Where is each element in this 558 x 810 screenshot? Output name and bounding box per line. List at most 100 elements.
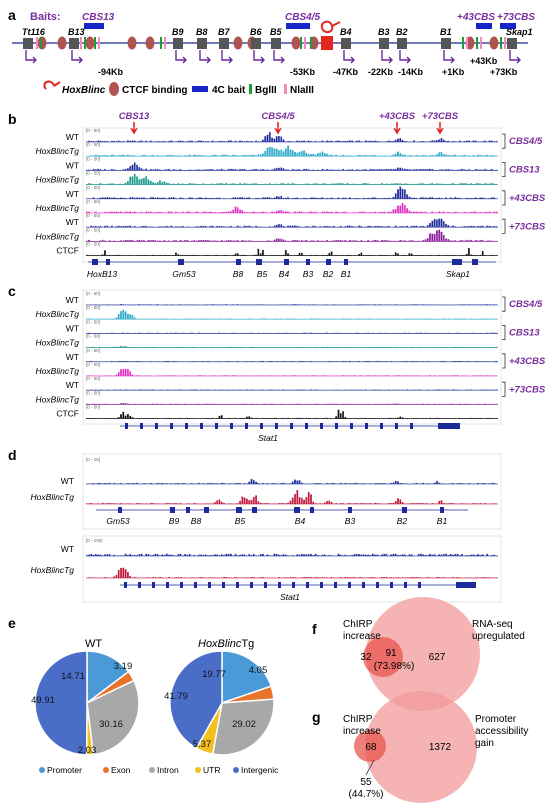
venn-g-overlap: 55: [360, 777, 372, 788]
tss-arrow-icon: [381, 50, 393, 64]
bracket-line: [502, 325, 506, 340]
panel-b-track-label: WT: [66, 132, 79, 142]
panel-d-exon-bottom: [222, 582, 225, 588]
gene-boxes: [23, 38, 521, 64]
panel-c-bracket-label: +43CBS: [509, 356, 546, 367]
legend-entry: Promoter: [47, 765, 82, 775]
gene-box-a: [507, 38, 517, 49]
venn-g-right-label-1: Promoter: [475, 714, 517, 725]
panel-b-track-label: WT: [66, 160, 79, 170]
panel-d-exon-bottom: [138, 582, 141, 588]
panel-d-exon-bottom: [152, 582, 155, 588]
panel-d-exon-bottom: [250, 582, 253, 588]
panel-b-exon: [472, 259, 478, 265]
signal-trace: [85, 553, 498, 557]
ctcf-site-icon: [145, 36, 155, 50]
pie-value-label: 49.91: [31, 695, 55, 706]
ctcf-site-icon: [127, 36, 137, 50]
bglii-site: [310, 37, 312, 49]
panel-d-exon-bottom: [292, 582, 295, 588]
panel-d-gene-label: Gm53: [106, 516, 129, 526]
venn-g-left-only: 68: [365, 742, 377, 753]
panel-c-exon: [320, 423, 323, 429]
panel-b-exon: [344, 259, 348, 265]
bracket-line: [502, 218, 506, 234]
panel-a-letter: a: [8, 7, 16, 23]
panel-d-exon-bottom: [334, 582, 337, 588]
panel-b-exon: [106, 259, 110, 265]
nlaiii-site: [466, 37, 468, 49]
legend-entry: Intron: [157, 765, 179, 775]
bait-bar-cbs45: [286, 23, 310, 29]
panel-b-tracks: WT [0 - 50] HoxBlincTg [0 - 50] WT [0 - 50] Ho…: [36, 128, 498, 256]
dist-43: +43Kb: [470, 56, 498, 66]
legend-dot: [149, 767, 155, 773]
panel-b: b CBS13 CBS4/5 +43CBS +73CBS WT [0 - 50] HoxB…: [8, 111, 546, 279]
panel-c-track-label: CTCF: [56, 409, 79, 419]
panel-b-track-label: HoxBlincTg: [36, 203, 80, 213]
legend-bait-text: 4C bait: [212, 85, 246, 96]
panel-b-exon: [306, 259, 310, 265]
panel-b-track-label: CTCF: [56, 246, 79, 256]
panel-b-exon: [236, 259, 241, 265]
panel-c-track-scale: [0 - 50]: [86, 334, 100, 339]
red-arrow-icon: [274, 122, 282, 135]
panel-c-track-scale: [0 - 50]: [86, 405, 100, 410]
panel-b-bracket-label: CBS4/5: [509, 136, 543, 147]
pie-value-label: 2.03: [78, 745, 97, 756]
tss-arrow-icon: [25, 50, 37, 64]
tss-arrow-icon: [399, 50, 411, 64]
panel-c-exon: [365, 423, 368, 429]
ctcf-site-icon: [291, 36, 301, 50]
panel-d-exon: [236, 507, 242, 513]
venn-f-right-circle: [366, 597, 480, 711]
legend-ctcf-text: CTCF binding: [122, 85, 188, 96]
panel-b-genes: HoxB13 Gm53 B8 B5 B4 B3 B2 B1 Skap1: [87, 259, 496, 279]
bracket-line: [502, 133, 506, 149]
pie-value-label: 14.71: [61, 671, 85, 682]
pie-slice: [211, 698, 275, 756]
bglii-site: [160, 37, 162, 49]
panel-d-gene-label: B1: [437, 516, 448, 526]
venn-f-right-label-2: upregulated: [472, 631, 525, 642]
legend-nlaiii-text: NlaIII: [290, 85, 314, 96]
venn-g-left-label-2: increase: [343, 726, 381, 737]
venn-g-left-label-1: ChIRP: [343, 714, 373, 725]
ctcf-site-icon: [57, 36, 67, 50]
panel-c-exon: [200, 423, 203, 429]
panel-g-letter: g: [312, 709, 321, 725]
panel-d-exon-bottom: [264, 582, 267, 588]
pie-title: WT: [85, 638, 102, 650]
dist-22: -22Kb: [368, 67, 394, 77]
nlaiii-site: [98, 37, 100, 49]
pie-value-label: 4.05: [249, 665, 268, 676]
legend-nlaiii-icon: [284, 84, 287, 94]
panel-c-exon: [305, 423, 308, 429]
panel-d-exon: [440, 507, 444, 513]
panel-b-track-scale: [0 - 50]: [86, 227, 100, 232]
panel-e: e WT 14.71 3.19 30.16 2.03 49.91 HoxBlincTg 19.…: [8, 615, 279, 775]
pie-slice: [86, 679, 140, 756]
venn-g-overlap-pct: (44.7%): [348, 789, 383, 800]
panel-e-letter: e: [8, 615, 16, 631]
panel-d-gene-label: B5: [235, 516, 246, 526]
venn-g-right-circle: [365, 691, 477, 803]
panel-c-exon: [170, 423, 173, 429]
panel-d-exon-bottom: [166, 582, 169, 588]
panel-b-gene-label: Skap1: [446, 269, 470, 279]
panel-c-exon: [335, 423, 338, 429]
panel-b-track-label: WT: [66, 189, 79, 199]
legend-entry: Intergenic: [241, 765, 279, 775]
panel-d-top-frame: [82, 453, 502, 530]
gene-labels: Tt116 B13 B9 B8 B7 B6 B5 B4 B3 B2 B1 Skap1: [22, 27, 533, 37]
venn-f-left-only: 32: [360, 652, 372, 663]
panel-d-exon-bottom: [456, 582, 476, 588]
panel-b-gene-label: B1: [341, 269, 352, 279]
signal-trace: [85, 479, 498, 485]
panel-d-tg-label-bottom: HoxBlincTg: [31, 565, 75, 575]
panel-d-exon-bottom: [236, 582, 239, 588]
venn-f-right-only: 627: [429, 652, 446, 663]
legend-dot: [39, 767, 45, 773]
panel-c-track-label: WT: [66, 380, 79, 390]
panel-d-exon-bottom: [348, 582, 351, 588]
